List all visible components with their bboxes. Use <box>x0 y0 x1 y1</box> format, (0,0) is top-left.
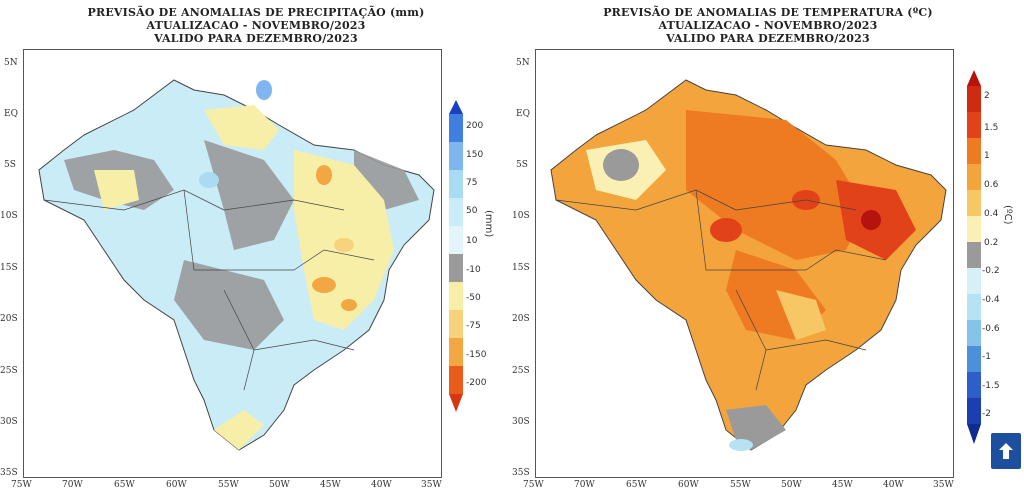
temp-cbar-neg0-6: -0.6 <box>982 324 1000 334</box>
temp-cbar-0-2: 0.2 <box>984 238 999 248</box>
lat-label-10s: 10S <box>0 211 18 221</box>
lat-label-5s: 5S <box>516 160 528 170</box>
temp-map <box>535 49 954 478</box>
precip-cbar-200: 200 <box>466 121 484 131</box>
precip-cbar-50: 50 <box>466 206 478 216</box>
temp-cbar-0-6: 0.6 <box>984 180 999 190</box>
lon-label-60w: 60W <box>678 480 699 490</box>
lon-label-45w: 45W <box>320 480 341 490</box>
lon-label-50w: 50W <box>269 480 290 490</box>
orange-spot-3 <box>312 277 336 293</box>
lat-label-10s: 10S <box>512 211 530 221</box>
lat-label-25s: 25S <box>512 366 530 376</box>
temp-update-line: ATUALIZACAO - NOVEMBRO/2023 <box>658 19 878 32</box>
precip-colorbar <box>449 100 463 412</box>
temperature-panel: PREVISÃO DE ANOMALIAS DE TEMPERATURA (ºC… <box>512 0 1024 496</box>
temp-map-svg <box>550 79 947 451</box>
grey-zone-3 <box>174 260 284 350</box>
lon-label-40w: 40W <box>883 480 904 490</box>
lat-label-35s: 35S <box>0 468 18 478</box>
blue-spot-2 <box>199 172 219 188</box>
lat-label-5n: 5N <box>516 58 530 68</box>
precip-cbar-neg75: -75 <box>466 321 481 331</box>
temp-cbar-neg0-4: -0.4 <box>982 295 1000 305</box>
precip-title: PREVISÃO DE ANOMALIAS DE PRECIPITAÇÃO (m… <box>87 6 425 19</box>
temp-title: PREVISÃO DE ANOMALIAS DE TEMPERATURA (ºC… <box>603 6 933 19</box>
lat-label-20s: 20S <box>512 314 530 324</box>
precipitation-panel: PREVISÃO DE ANOMALIAS DE PRECIPITAÇÃO (m… <box>0 6 494 490</box>
lon-label-55w: 55W <box>730 480 751 490</box>
precip-update-line: ATUALIZACAO - NOVEMBRO/2023 <box>146 19 366 32</box>
lon-label-75w: 75W <box>11 480 32 490</box>
grey-spot-1 <box>603 149 639 181</box>
pale-zone-2 <box>776 290 826 340</box>
back-to-top-button[interactable] <box>991 433 1021 469</box>
temp-cbar-neg0-2: -0.2 <box>982 266 1000 276</box>
precip-cbar-neg50: -50 <box>466 293 481 303</box>
lon-label-65w: 65W <box>114 480 135 490</box>
temp-valid-line: VALIDO PARA DEZEMBRO/2023 <box>666 32 870 45</box>
lat-label-5s: 5S <box>4 160 16 170</box>
state-borders <box>555 189 887 391</box>
hot-spot-1 <box>861 210 881 230</box>
precip-unit-label: (mm) <box>483 210 494 238</box>
temp-colorbar <box>967 70 981 444</box>
precip-cbar-neg150: -150 <box>466 350 487 360</box>
precip-map <box>23 49 442 478</box>
precip-valid-line: VALIDO PARA DEZEMBRO/2023 <box>154 32 358 45</box>
grey-zone-2 <box>204 140 294 250</box>
lat-label-15s: 15S <box>512 263 530 273</box>
lon-label-35w: 35W <box>933 480 954 490</box>
lon-label-50w: 50W <box>781 480 802 490</box>
lon-label-35w: 35W <box>421 480 442 490</box>
temp-cbar-neg1-5: -1.5 <box>982 381 1000 391</box>
lon-label-75w: 75W <box>523 480 544 490</box>
lat-label-eq: EQ <box>4 109 18 119</box>
yellow-zone-3 <box>94 170 139 210</box>
precip-cbar-neg200: -200 <box>466 378 487 388</box>
orange-spot-2 <box>334 238 354 252</box>
arrow-up-icon <box>999 443 1013 459</box>
precip-cbar-neg10: -10 <box>466 265 481 275</box>
lon-label-60w: 60W <box>166 480 187 490</box>
lat-label-5n: 5N <box>4 58 18 68</box>
yellow-zone-4 <box>214 410 264 450</box>
lat-label-20s: 20S <box>0 314 18 324</box>
lat-label-35s: 35S <box>512 468 530 478</box>
lon-label-45w: 45W <box>832 480 853 490</box>
yellow-zone-1 <box>204 105 279 150</box>
blue-spot-1 <box>256 80 272 100</box>
precip-cbar-10: 10 <box>466 236 478 246</box>
lat-label-15s: 15S <box>0 263 18 273</box>
precip-cbar-75: 75 <box>466 178 478 188</box>
lon-label-70w: 70W <box>574 480 595 490</box>
state-borders <box>43 189 375 391</box>
orange-spot-1 <box>316 165 332 185</box>
temp-cbar-neg2: -2 <box>982 409 991 419</box>
lon-label-40w: 40W <box>371 480 392 490</box>
temp-cbar-1-5: 1.5 <box>984 123 999 133</box>
cool-spot-1 <box>729 439 753 451</box>
temp-cbar-neg1: -1 <box>982 352 991 362</box>
lat-label-30s: 30S <box>512 417 530 427</box>
temp-cbar-2: 2 <box>984 91 990 101</box>
lat-label-eq: EQ <box>516 109 530 119</box>
orange-spot-4 <box>341 299 357 311</box>
precip-cbar-150: 150 <box>466 150 484 160</box>
lon-label-55w: 55W <box>218 480 239 490</box>
lon-label-70w: 70W <box>62 480 83 490</box>
warm-spot-1 <box>710 218 742 242</box>
precip-map-svg <box>38 79 435 451</box>
south-cool-zone <box>726 405 786 450</box>
lat-label-30s: 30S <box>0 417 18 427</box>
temp-cbar-1: 1 <box>984 151 990 161</box>
lat-label-25s: 25S <box>0 366 18 376</box>
temp-cbar-0-4: 0.4 <box>984 209 999 219</box>
lon-label-65w: 65W <box>626 480 647 490</box>
temp-unit-label: (ºC) <box>1002 205 1013 225</box>
